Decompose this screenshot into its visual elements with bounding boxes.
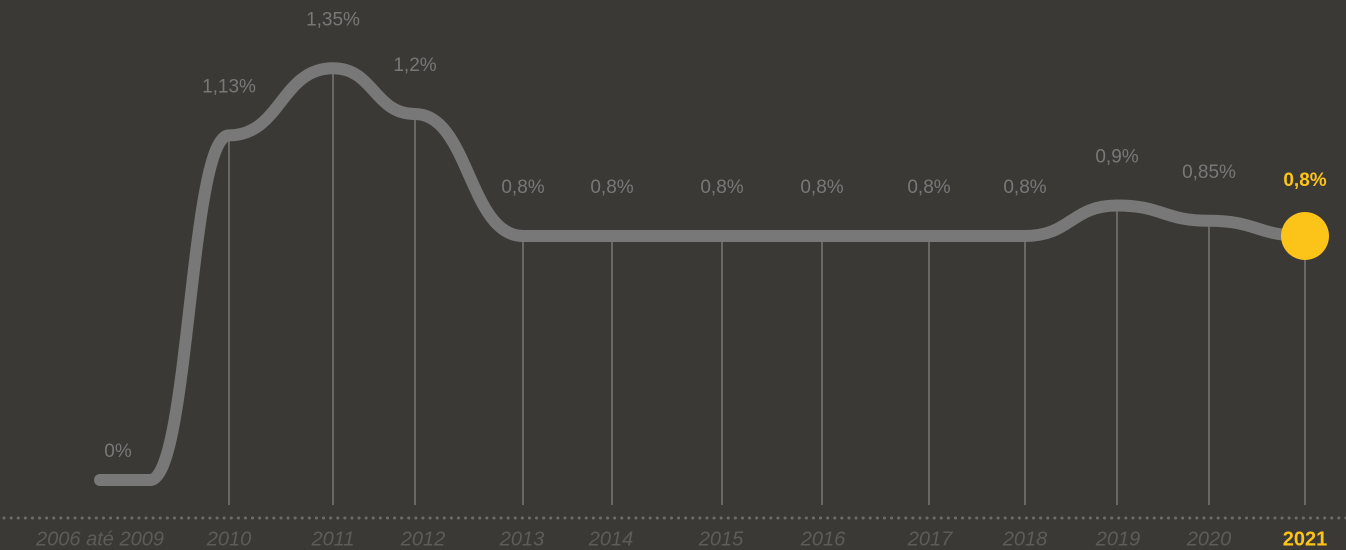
value-label: 0,9% [1095,147,1138,168]
value-label: 1,2% [393,55,436,76]
x-tick-label: 2016 [800,528,846,550]
value-label: 0,8% [800,177,843,198]
x-tick-label: 2019 [1095,528,1141,550]
x-tick-label: 2011 [310,528,354,550]
value-label: 0,8% [1283,170,1326,191]
value-label: 0,8% [1003,177,1046,198]
x-tick-label: 2012 [400,528,446,550]
line [144,62,1311,486]
x-tick-label: 2015 [698,528,744,550]
x-tick-label: 2006 até 2009 [35,528,164,550]
value-label: 0,8% [501,177,544,198]
value-label: 0,8% [907,177,950,198]
value-label: 1,35% [306,9,360,30]
value-label: 0,8% [590,177,633,198]
value-label: 0,85% [1182,162,1236,183]
highlight-point [1281,212,1329,260]
x-tick-label: 2018 [1002,528,1048,550]
x-tick-label: 2017 [907,528,953,550]
x-tick-label: 2014 [588,528,634,550]
x-tick-label: 2013 [499,528,545,550]
value-label: 0,8% [700,177,743,198]
value-label: 1,13% [202,76,256,97]
x-tick-label: 2010 [206,528,252,550]
value-label: 0% [104,441,132,462]
x-tick-label: 2020 [1186,528,1232,550]
x-tick-label: 2021 [1283,528,1328,550]
